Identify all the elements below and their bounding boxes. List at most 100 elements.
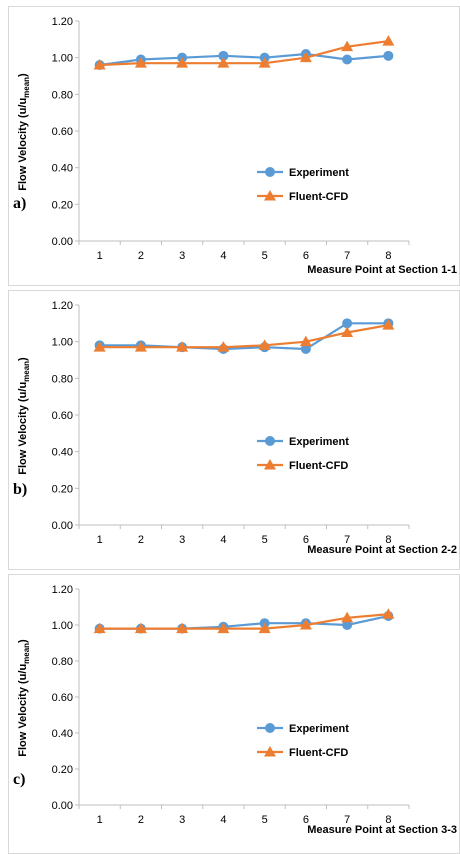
series-line-cfd: [99, 40, 389, 67]
x-tick-label: 3: [179, 534, 185, 546]
y-tick-label: 0.00: [52, 800, 73, 812]
data-point-cfd: [176, 57, 189, 68]
x-tick-label: 6: [303, 534, 309, 546]
data-point-cfd: [93, 341, 106, 352]
panel-label-b: b): [13, 481, 28, 498]
y-tick-label: 1.00: [52, 337, 73, 349]
data-point-cfd: [217, 57, 230, 68]
data-point-cfd: [382, 35, 395, 46]
chart-a-svg: 0.00 0.20 0.40 0.60 0.80 1.00 1.20 1 2 3 4 5 6 7 8 Meas…: [17, 16, 457, 276]
series-line-experiment: [99, 322, 389, 351]
panel-label-c: c): [13, 771, 26, 788]
y-tick-label: 1.00: [52, 53, 73, 65]
data-point-cfd: [134, 57, 147, 68]
data-point-experiment: [342, 318, 353, 329]
y-tick-label: 0.60: [52, 692, 73, 704]
data-point-cfd: [341, 326, 354, 337]
y-tick-label: 0.20: [52, 199, 73, 211]
data-point-experiment: [300, 344, 311, 354]
series-line-experiment: [99, 52, 389, 67]
legend-label: Fluent-CFD: [289, 747, 348, 759]
data-point-experiment: [383, 50, 394, 61]
x-axis-title: Measure Point at Section 1-1: [307, 264, 457, 276]
series-line-cfd: [99, 324, 389, 349]
x-tick-label: 2: [138, 250, 144, 262]
legend-marker: [265, 167, 275, 177]
x-tick-label: 5: [262, 250, 268, 262]
data-point-cfd: [258, 339, 271, 350]
x-tick-label: 5: [262, 534, 268, 546]
y-tick-label: 0.80: [52, 373, 73, 385]
data-point-cfd: [299, 619, 312, 630]
x-tick-label: 7: [344, 814, 350, 826]
y-tick-label: 1.00: [52, 620, 73, 632]
y-tick-label: 0.00: [52, 520, 73, 532]
legend-label: Experiment: [289, 436, 349, 448]
data-point-cfd: [134, 622, 147, 634]
data-point-cfd: [258, 57, 271, 68]
x-tick-label: 4: [220, 814, 226, 826]
x-tick-label: 2: [138, 814, 144, 826]
y-tick-label: 0.60: [52, 410, 73, 422]
data-point-cfd: [299, 335, 312, 347]
x-tick-label: 8: [385, 534, 391, 546]
y-tick-label: 1.20: [52, 584, 73, 596]
x-tick-label: 1: [97, 534, 103, 546]
data-point-experiment: [218, 50, 229, 61]
y-tick-label: 0.00: [52, 236, 73, 248]
y-tick-label: 0.20: [52, 483, 73, 495]
x-tick-label: 7: [344, 250, 350, 262]
y-tick-label: 0.40: [52, 728, 73, 740]
data-point-cfd: [382, 319, 395, 330]
y-tick-label: 0.40: [52, 447, 73, 459]
chart-c-svg: 0.00 0.20 0.40 0.60 0.80 1.00 1.20 1 2 3 4 5 6 7 8Meas…: [17, 584, 457, 836]
legend-label: Experiment: [289, 167, 349, 179]
x-tick-label: 1: [97, 250, 103, 262]
data-point-cfd: [93, 622, 106, 634]
y-tick-label: 1.20: [52, 300, 73, 312]
data-point-cfd: [299, 51, 312, 63]
x-tick-label: 8: [385, 250, 391, 262]
y-axis-title: Flow Velocity (u/umean): [17, 639, 31, 757]
x-tick-label: 6: [303, 250, 309, 262]
legend-label: Experiment: [289, 723, 349, 735]
panel-label-a: a): [13, 195, 27, 212]
chart-b-svg: 0.00 0.20 0.40 0.60 0.80 1.00 1.20 1 2 3 4 5 6 7 8Meas…: [17, 300, 457, 556]
data-point-cfd: [93, 59, 106, 70]
x-tick-label: 4: [220, 534, 226, 546]
legend-marker: [264, 459, 276, 470]
data-point-cfd: [341, 611, 354, 623]
data-point-cfd: [134, 341, 147, 352]
x-tick-label: 5: [262, 814, 268, 826]
data-point-experiment: [342, 54, 353, 65]
chart-panel-b: 0.00 0.20 0.40 0.60 0.80 1.00 1.20 1 2 3 4 5 6 7 8 Meas…: [8, 290, 460, 570]
data-point-cfd: [217, 622, 230, 634]
legend-label: Fluent-CFD: [289, 460, 348, 472]
y-tick-label: 0.80: [52, 656, 73, 668]
x-axis-title: Measure Point at Section 2-2: [307, 544, 457, 556]
y-tick-label: 0.60: [52, 126, 73, 138]
y-tick-label: 0.40: [52, 163, 73, 175]
chart-panel-c: 0.00 0.20 0.40 0.60 0.80 1.00 1.20 1 2 3 4 5 6 7 8 Meas…: [8, 574, 460, 854]
data-point-cfd: [176, 341, 189, 352]
x-tick-label: 8: [385, 814, 391, 826]
data-point-cfd: [176, 622, 189, 634]
legend-marker: [265, 436, 275, 446]
legend-marker: [265, 723, 275, 733]
x-tick-label: 1: [97, 814, 103, 826]
legend-marker: [264, 190, 276, 201]
x-tick-label: 3: [179, 814, 185, 826]
x-tick-label: 3: [179, 250, 185, 262]
legend-marker: [264, 746, 276, 757]
y-tick-label: 0.80: [52, 89, 73, 101]
y-axis-title: Flow Velocity (u/umean): [17, 73, 31, 191]
x-tick-label: 4: [220, 250, 226, 262]
series-line-cfd: [99, 613, 389, 630]
y-tick-label: 1.20: [52, 16, 73, 28]
x-tick-label: 2: [138, 534, 144, 546]
y-tick-label: 0.20: [52, 764, 73, 776]
data-point-cfd: [217, 341, 230, 352]
data-point-cfd: [258, 622, 271, 634]
x-tick-label: 7: [344, 534, 350, 546]
x-tick-label: 6: [303, 814, 309, 826]
